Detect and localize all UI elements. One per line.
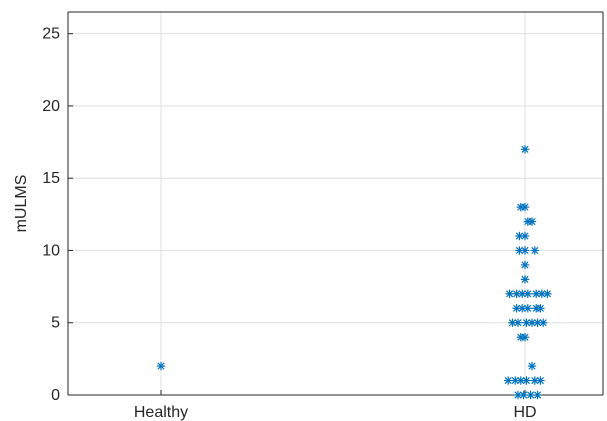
data-point: [533, 390, 542, 400]
data-point: [513, 318, 523, 327]
data-point: [520, 332, 530, 342]
grid-layer: [68, 12, 603, 396]
y-tick-label: 25: [42, 26, 60, 43]
data-point: [505, 289, 514, 299]
y-tick-label: 15: [42, 170, 60, 187]
marks-layer: [156, 145, 552, 400]
data-point: [520, 275, 530, 284]
data-point: [536, 376, 545, 385]
data-point: [515, 246, 524, 255]
y-tick-label: 0: [51, 387, 60, 404]
x-tick-label: Healthy: [134, 404, 188, 421]
y-tick-label: 5: [51, 315, 60, 332]
labels-layer: 0 5 10 15 20 25 Healthy HD: [42, 26, 536, 421]
data-point: [530, 246, 539, 255]
data-point: [536, 304, 545, 313]
data-point: [520, 202, 530, 212]
data-point: [523, 304, 532, 313]
data-point: [520, 231, 530, 241]
y-tick-label: 20: [42, 98, 60, 115]
data-point: [520, 246, 530, 255]
data-point: [520, 145, 530, 154]
data-point: [513, 390, 523, 400]
data-point: [543, 289, 552, 299]
data-point: [512, 304, 521, 313]
data-point: [527, 361, 537, 371]
data-point: [520, 260, 530, 270]
x-tick-label: HD: [513, 404, 536, 421]
data-point: [539, 318, 548, 327]
y-tick-label: 10: [42, 242, 60, 259]
y-axis-label: mULMS: [13, 175, 30, 233]
data-point: [523, 289, 532, 299]
data-point: [527, 217, 537, 226]
data-point: [522, 376, 531, 385]
data-point: [156, 361, 166, 371]
data-point: [518, 289, 527, 299]
